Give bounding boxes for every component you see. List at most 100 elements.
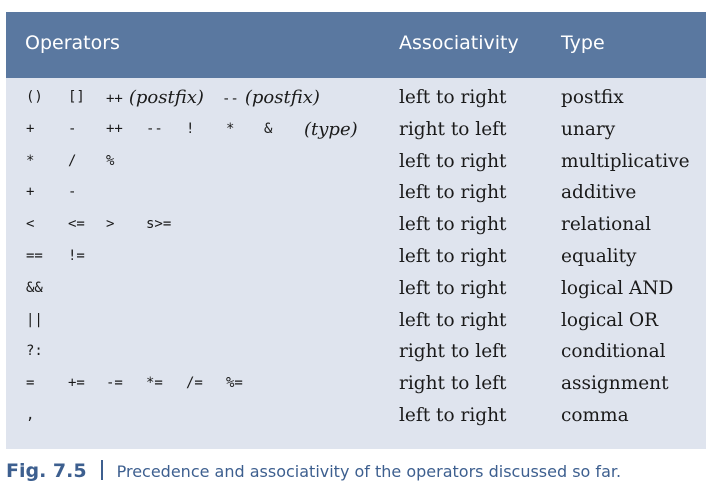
table-row: < <= > s>= left to right relational <box>6 209 706 241</box>
table-row: || left to right logical OR <box>6 305 706 337</box>
associativity-cell: left to right <box>399 309 507 331</box>
operator-token: ++ (postfix) <box>106 82 204 116</box>
operator-token: + <box>26 114 34 146</box>
operator-token: += <box>68 368 85 400</box>
operator-symbol: * <box>226 120 235 137</box>
operator-token: + <box>26 177 34 209</box>
operator-token: = <box>26 368 34 400</box>
operator-token: (type) <box>304 114 358 146</box>
operator-symbol: & <box>264 120 273 137</box>
operator-symbol: * <box>26 152 35 169</box>
operator-token: && <box>26 273 43 305</box>
header-type: Type <box>561 32 605 54</box>
operator-qualifier: (postfix) <box>128 87 204 108</box>
operator-symbol: -= <box>106 375 123 392</box>
operator-token: %= <box>226 368 243 400</box>
table-body: ()[] ++ (postfix) -- (postfix) left to right p… <box>6 82 706 432</box>
operator-token: , <box>26 400 34 432</box>
figure-caption: Fig. 7.5 Precedence and associativity of … <box>6 455 621 487</box>
table-row: * /% left to right multiplicative <box>6 146 706 178</box>
operator-token: -- <box>146 114 163 146</box>
operator-symbol: || <box>26 311 43 328</box>
operator-symbol: ?: <box>26 343 43 360</box>
operator-symbol: / <box>68 152 77 169</box>
operator-token: -- (postfix) <box>222 82 320 116</box>
operator-symbol: %= <box>226 375 243 392</box>
operator-symbol: - <box>68 120 77 137</box>
operator-token: -= <box>106 368 123 400</box>
type-cell: comma <box>561 404 629 426</box>
operator-symbol: + <box>26 120 35 137</box>
associativity-cell: left to right <box>399 245 507 267</box>
associativity-cell: left to right <box>399 182 507 204</box>
operator-symbol: % <box>106 152 115 169</box>
associativity-cell: right to left <box>399 341 507 363</box>
operator-qualifier: (postfix) <box>244 87 320 108</box>
table-row: + - left to right additive <box>6 177 706 209</box>
operator-symbol: [] <box>68 89 85 105</box>
operator-symbol: ++ <box>106 91 123 107</box>
type-cell: logical AND <box>561 277 674 299</box>
caption-text: Precedence and associativity of the oper… <box>116 462 622 481</box>
operator-symbol: > <box>106 216 115 233</box>
table-row: + - ++ --! * & (type) right to left unary <box>6 114 706 146</box>
type-cell: conditional <box>561 341 666 363</box>
operator-token: * <box>226 114 234 146</box>
operator-token: & <box>264 114 272 146</box>
operator-token: < <box>26 209 34 241</box>
operator-symbol: (type) <box>304 118 358 140</box>
operator-symbol: ++ <box>106 120 123 137</box>
type-cell: logical OR <box>561 309 659 331</box>
operator-token: [] <box>68 82 85 114</box>
operator-token: == <box>26 241 43 273</box>
header-operators: Operators <box>25 32 120 54</box>
type-cell: relational <box>561 214 652 236</box>
type-cell: additive <box>561 182 637 204</box>
associativity-cell: right to left <box>399 373 507 395</box>
operator-symbol: <= <box>68 216 85 233</box>
type-cell: postfix <box>561 87 624 108</box>
operator-token: > <box>106 209 114 241</box>
table-header: Operators Associativity Type <box>6 12 706 78</box>
table-row: , left to right comma <box>6 400 706 432</box>
operator-token: || <box>26 305 43 337</box>
header-associativity: Associativity <box>399 32 519 54</box>
associativity-cell: left to right <box>399 277 507 299</box>
table-row: == != left to right equality <box>6 241 706 273</box>
table-row: ?: right to left conditional <box>6 336 706 368</box>
operator-symbol: = <box>26 375 35 392</box>
type-cell: unary <box>561 118 616 140</box>
operator-symbol: /= <box>186 375 203 392</box>
operator-token: % <box>106 146 114 178</box>
operator-token: / <box>68 146 76 178</box>
precedence-table: Operators Associativity Type ()[] ++ (post… <box>6 12 706 449</box>
table-row: && left to right logical AND <box>6 273 706 305</box>
operator-token: /= <box>186 368 203 400</box>
associativity-cell: left to right <box>399 214 507 236</box>
associativity-cell: left to right <box>399 150 507 172</box>
operator-symbol: -- <box>146 120 163 137</box>
operator-symbol: == <box>26 247 43 264</box>
table-row: = += -= *= /= %= right to left assignment <box>6 368 706 400</box>
operator-token: - <box>68 114 76 146</box>
operator-symbol: - <box>68 184 77 201</box>
operator-symbol: *= <box>146 375 163 392</box>
operator-symbol: () <box>26 89 43 105</box>
operator-token: ! <box>186 114 194 146</box>
type-cell: multiplicative <box>561 150 690 172</box>
operator-symbol: -- <box>222 91 239 107</box>
operator-token: != <box>68 241 85 273</box>
operator-symbol: < <box>26 216 35 233</box>
operator-token: * <box>26 146 34 178</box>
associativity-cell: left to right <box>399 404 507 426</box>
operator-symbol: += <box>68 375 85 392</box>
associativity-cell: left to right <box>399 87 507 108</box>
operator-token: - <box>68 177 76 209</box>
caption-separator <box>100 460 103 480</box>
figure-label: Fig. 7.5 <box>6 460 87 482</box>
operator-token: ++ <box>106 114 123 146</box>
operator-symbol: + <box>26 184 35 201</box>
type-cell: equality <box>561 245 637 267</box>
operator-token: () <box>26 82 43 114</box>
operator-symbol: != <box>68 247 85 264</box>
